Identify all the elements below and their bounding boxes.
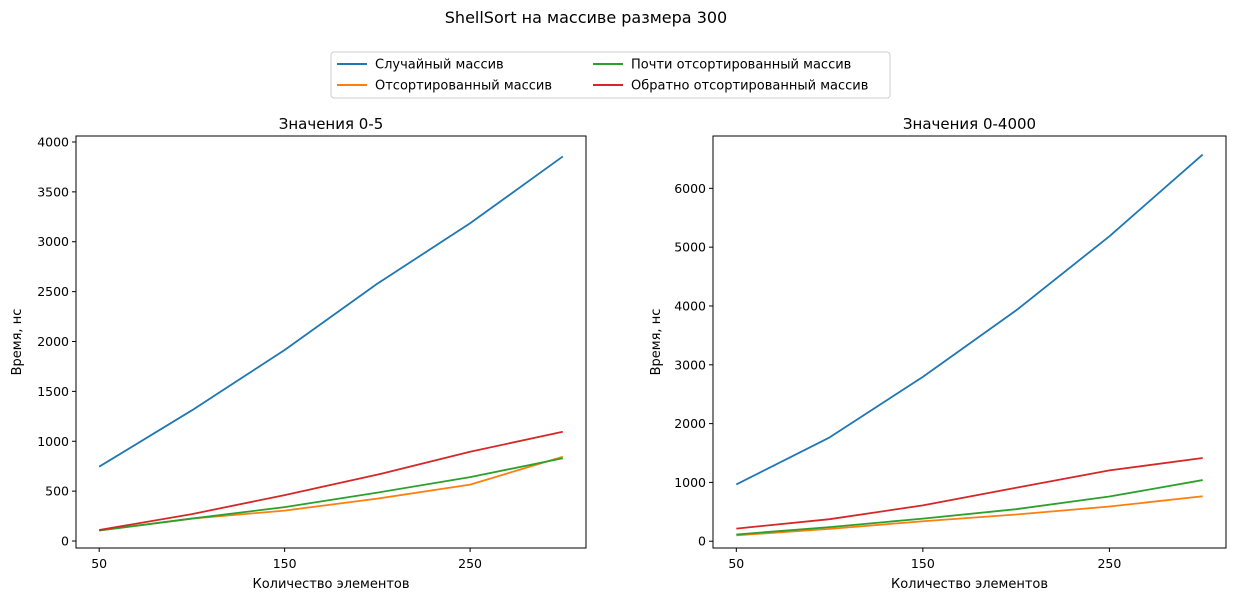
legend-entry: Случайный массив (337, 58, 504, 73)
series-line (99, 455, 564, 532)
y-tick-label: 2000 (37, 334, 69, 349)
x-tick-label: 150 (911, 556, 935, 571)
y-axis-label: Время, нс (649, 309, 664, 376)
legend-label: Отсортированный массив (375, 79, 552, 94)
legend-label: Обратно отсортированный массив (631, 79, 868, 94)
y-tick-label: 6000 (674, 181, 706, 196)
subplot-title: Значения 0-4000 (903, 115, 1036, 133)
series-line (99, 457, 564, 532)
y-tick-label: 3000 (674, 357, 706, 372)
x-axis-label: Количество элементов (252, 577, 409, 592)
series-line (736, 495, 1203, 537)
y-tick-label: 4000 (674, 298, 706, 313)
series-line (99, 430, 564, 531)
y-tick-label: 5000 (674, 240, 706, 255)
series-line (736, 479, 1203, 536)
x-tick-label: 50 (91, 556, 107, 571)
subplot-right: Значения 0-4000 0 1000 2000 3000 4000 5000 6000… (649, 115, 1227, 592)
x-tick-label: 250 (458, 556, 482, 571)
axes-frame (712, 135, 1227, 549)
x-tick-label: 150 (273, 556, 297, 571)
x-axis-label: Количество элементов (891, 577, 1048, 592)
y-tick-label: 1000 (37, 434, 69, 449)
series-line (735, 153, 1204, 486)
y-tick-label: 2500 (37, 284, 69, 299)
legend: Случайный массив Почти отсортированный м… (330, 51, 891, 99)
x-tick-label: 50 (728, 556, 744, 571)
y-tick-label: 3000 (37, 234, 69, 249)
x-tick-label: 250 (1097, 556, 1121, 571)
y-tick-label: 1000 (674, 475, 706, 490)
series-line (736, 457, 1203, 530)
y-tick-label: 0 (61, 534, 69, 549)
subplot-title: Значения 0-5 (279, 115, 384, 133)
y-tick-label: 0 (698, 534, 706, 549)
y-tick-label: 1500 (37, 384, 69, 399)
y-tick-label: 500 (45, 484, 69, 499)
legend-label: Почти отсортированный массив (631, 58, 851, 73)
legend-frame (330, 51, 891, 99)
legend-entry: Почти отсортированный массив (593, 58, 851, 73)
y-tick-label: 3500 (37, 184, 69, 199)
legend-entry: Обратно отсортированный массив (593, 79, 868, 94)
figure-suptitle: ShellSort на массиве размера 300 (445, 8, 727, 27)
legend-label: Случайный массив (375, 58, 504, 73)
y-tick-label: 4000 (37, 134, 69, 149)
subplot-left: Значения 0-5 0 500 1000 1500 2000 2500 3000 3500… (10, 115, 587, 592)
legend-entry: Отсортированный массив (337, 79, 552, 94)
series-line (98, 155, 564, 468)
y-tick-label: 2000 (674, 416, 706, 431)
axes-frame (75, 135, 587, 549)
y-axis-label: Время, нс (10, 309, 25, 376)
